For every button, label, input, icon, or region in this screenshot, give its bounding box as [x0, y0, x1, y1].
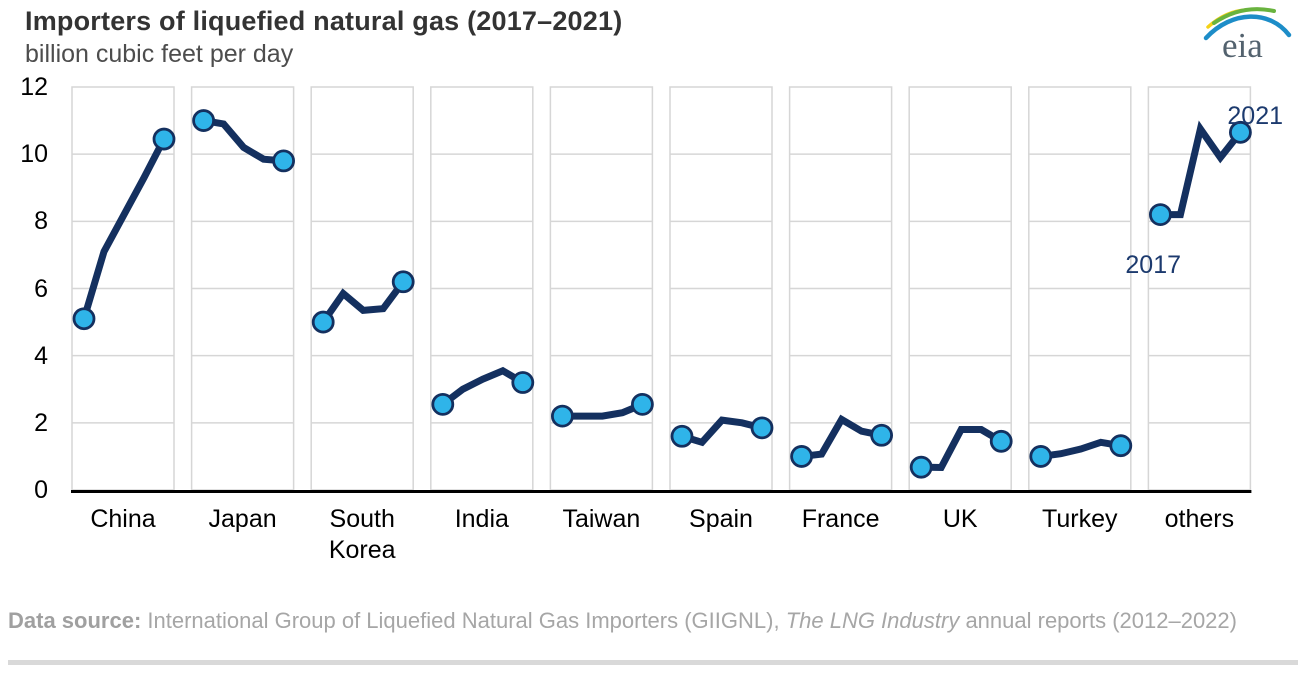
trend-line-taiwan [558, 400, 646, 420]
panel-border [190, 86, 295, 491]
panel-border [1028, 86, 1132, 491]
eia-logo-blue-arc [1203, 14, 1292, 41]
chart-title: Importers of liquefied natural gas (2017… [25, 6, 623, 36]
trend-line-france [798, 414, 886, 460]
end-marker-south-korea [391, 270, 415, 294]
end-marker-spain [750, 416, 774, 440]
panel-india [430, 86, 535, 491]
annotation-2021: 2021 [1227, 102, 1284, 131]
trend-line-south-korea [319, 278, 407, 326]
data-source-italic: The LNG Industry [785, 608, 960, 633]
trend-line-japan [200, 117, 288, 165]
y-tick-8: 8 [34, 207, 48, 236]
start-marker-uk [909, 455, 933, 479]
start-marker-china [72, 307, 96, 331]
y-tick-10: 10 [20, 140, 48, 169]
category-label-india: India [454, 505, 509, 533]
panel-border [669, 86, 773, 491]
end-marker-japan [272, 149, 296, 173]
footer-divider [8, 660, 1298, 665]
panel-france [788, 86, 893, 491]
trend-line-india [439, 366, 527, 408]
start-marker-india [431, 392, 455, 416]
trend-line-uk [917, 426, 1005, 472]
category-label-france: France [801, 505, 880, 533]
end-marker-france [870, 423, 893, 447]
start-marker-south-korea [311, 310, 335, 334]
data-source-label: Data source: [8, 608, 142, 633]
end-marker-turkey [1109, 434, 1133, 458]
end-marker-taiwan [631, 392, 654, 416]
annotation-2017: 2017 [1125, 250, 1182, 279]
eia-logo-green-arc [1212, 7, 1276, 25]
panel-border [549, 86, 654, 491]
eia-logo-text: eia [1222, 26, 1263, 64]
category-label-japan: Japan [208, 505, 277, 533]
category-label-uk: UK [942, 505, 978, 533]
panel-border [430, 86, 534, 491]
panel-china [71, 86, 176, 491]
trend-line-spain [678, 416, 766, 447]
panel-others [1147, 86, 1252, 491]
y-tick-4: 4 [34, 341, 48, 370]
panel-border [310, 86, 414, 491]
data-source-text-2: annual reports (2012–2022) [959, 608, 1237, 633]
chart-unit-subtitle: billion cubic feet per day [25, 40, 294, 68]
y-tick-2: 2 [34, 408, 48, 437]
end-marker-uk [989, 429, 1013, 453]
start-marker-japan [192, 109, 216, 132]
trend-line-turkey [1037, 438, 1125, 460]
panel-spain [669, 86, 774, 491]
y-tick-6: 6 [34, 274, 48, 303]
panel-border [788, 86, 893, 491]
data-source-note: Data source: International Group of Liqu… [8, 607, 1304, 635]
end-marker-china [152, 127, 176, 151]
data-source-text-1: International Group of Liquefied Natural… [141, 608, 786, 633]
start-marker-taiwan [551, 404, 574, 428]
panel-border [1147, 86, 1252, 491]
category-label-turkey: Turkey [1042, 505, 1118, 533]
eia-logo: eia [1203, 7, 1292, 64]
start-marker-others [1149, 203, 1172, 227]
category-label-china: China [90, 505, 156, 533]
panel-uk [908, 86, 1013, 491]
start-marker-spain [670, 424, 694, 448]
panel-japan [190, 86, 296, 491]
end-marker-india [511, 371, 535, 394]
panel-turkey [1028, 86, 1133, 491]
start-marker-france [790, 445, 813, 468]
panel-south-korea [310, 86, 415, 491]
category-label-others: others [1164, 505, 1235, 533]
panel-border [908, 86, 1012, 491]
trend-line-others [1156, 120, 1244, 219]
category-label-south-korea: South Korea [328, 505, 396, 564]
y-tick-0: 0 [34, 476, 48, 504]
category-label-taiwan: Taiwan [562, 505, 641, 533]
start-marker-turkey [1029, 445, 1053, 468]
y-tick-12: 12 [20, 73, 48, 101]
panel-border [71, 86, 175, 491]
panel-taiwan [549, 86, 654, 491]
trend-line-china [80, 135, 168, 323]
category-label-spain: Spain [689, 505, 753, 533]
